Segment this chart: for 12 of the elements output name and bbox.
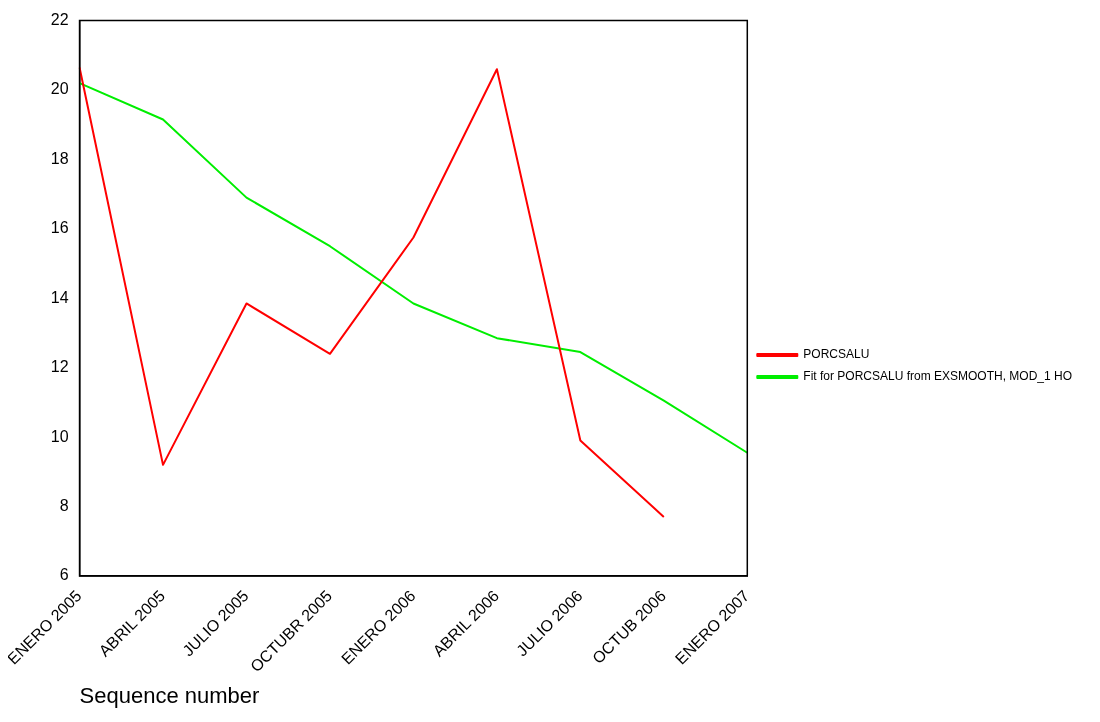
legend-label: PORCSALU [803,347,870,362]
y-tick-label: 18 [50,149,69,167]
y-tick-label: 14 [50,288,69,306]
y-tick-label: 6 [59,566,69,584]
x-axis-title: Sequence number [79,682,260,708]
y-tick-label: 20 [50,80,69,98]
y-tick-label: 16 [50,219,69,237]
y-tick-label: 10 [50,427,69,445]
legend-label: Fit for PORCSALU from EXSMOOTH, MOD_1 HO [803,369,1073,384]
y-tick-label: 8 [59,496,69,514]
y-tick-label: 22 [50,11,69,29]
y-tick-label: 12 [50,358,69,376]
